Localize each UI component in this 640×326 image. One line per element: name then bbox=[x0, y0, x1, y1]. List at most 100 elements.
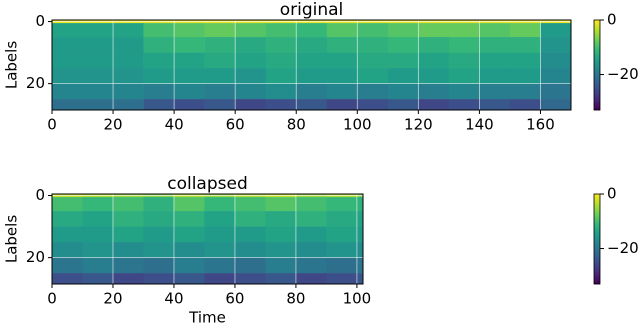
colorbar-band bbox=[594, 20, 600, 22]
heatmap-cell bbox=[295, 257, 327, 274]
colorbar-band bbox=[594, 243, 600, 246]
colorbar-band bbox=[594, 77, 600, 79]
heatmap-cell bbox=[174, 83, 205, 100]
heatmap-cell bbox=[82, 52, 114, 69]
heatmap-cell bbox=[356, 273, 364, 285]
colorbar-band bbox=[594, 249, 600, 252]
heatmap-cell bbox=[326, 242, 358, 258]
heatmap-cell bbox=[112, 242, 144, 258]
colorbar-band bbox=[594, 30, 600, 33]
heatmap-cell bbox=[173, 257, 205, 274]
heatmap-cell bbox=[326, 226, 358, 243]
heatmap-cell bbox=[479, 83, 511, 100]
colorbar-band bbox=[594, 84, 600, 87]
heatmap-cell bbox=[296, 52, 328, 69]
colorbar-band bbox=[594, 218, 600, 220]
heatmap-cell bbox=[82, 257, 114, 274]
heatmap-cell bbox=[113, 68, 144, 84]
heatmap-cell bbox=[448, 37, 480, 53]
heatmap-cell bbox=[112, 226, 144, 243]
colorbar-band bbox=[594, 281, 600, 283]
colorbar-band bbox=[594, 257, 600, 259]
heatmap-cell bbox=[143, 257, 175, 274]
heatmap-cell bbox=[357, 23, 389, 38]
colorbar-band bbox=[594, 51, 600, 54]
colorbar-band bbox=[594, 206, 600, 208]
heatmap-cell bbox=[52, 83, 83, 100]
heatmap-cell bbox=[52, 23, 83, 38]
heatmap-cell bbox=[52, 242, 83, 258]
heatmap-cell bbox=[296, 37, 328, 53]
colorbar-band bbox=[594, 63, 600, 66]
heatmap-cell bbox=[52, 211, 83, 227]
colorbar-band bbox=[594, 204, 600, 207]
x-tick-label: 160 bbox=[526, 116, 555, 134]
heatmap-cell bbox=[296, 23, 328, 38]
heatmap-cell bbox=[143, 99, 175, 111]
heatmap-cell bbox=[296, 68, 328, 84]
colorbar-band bbox=[594, 237, 600, 240]
colorbar-band bbox=[594, 66, 600, 69]
y-tick-label: 20 bbox=[26, 248, 45, 266]
colorbar-band bbox=[594, 81, 600, 84]
colorbar-tick-label: −20 bbox=[607, 65, 639, 83]
heatmap-cell bbox=[265, 242, 297, 258]
heatmap-cell bbox=[113, 37, 144, 53]
heatmap-cell bbox=[540, 68, 572, 84]
heatmap-cell bbox=[509, 99, 541, 111]
colorbar-band bbox=[594, 93, 600, 96]
colorbar-band bbox=[594, 276, 600, 279]
heatmap-cell bbox=[174, 23, 205, 38]
heatmap-cell bbox=[173, 211, 205, 227]
colorbar-band bbox=[594, 203, 600, 205]
colorbar-band bbox=[594, 222, 600, 225]
x-tick-label: 80 bbox=[286, 290, 305, 308]
heatmap-cell bbox=[295, 242, 327, 258]
colorbar-band bbox=[594, 219, 600, 222]
heatmap-cell bbox=[52, 37, 83, 53]
colorbar-band bbox=[594, 57, 600, 60]
colorbar-band bbox=[594, 21, 600, 24]
heatmap-cell bbox=[357, 99, 389, 111]
heatmap-cell bbox=[174, 52, 205, 69]
heatmap-cell bbox=[295, 211, 327, 227]
colorbar-band bbox=[594, 35, 600, 37]
heatmap-cell bbox=[52, 257, 83, 274]
heatmap-cell bbox=[295, 226, 327, 243]
heatmap-cell bbox=[326, 99, 358, 111]
heatmap-cell bbox=[143, 273, 175, 285]
heatmap-cell bbox=[265, 99, 297, 111]
heatmap-cell bbox=[173, 197, 205, 212]
heatmap-cell bbox=[448, 52, 480, 69]
heatmap-cell bbox=[418, 83, 450, 100]
y-axis-label: Labels bbox=[3, 215, 21, 263]
heatmap-cell bbox=[52, 68, 83, 84]
colorbar-frame bbox=[593, 19, 601, 111]
colorbar-band bbox=[594, 83, 600, 85]
heatmap-cell bbox=[204, 273, 236, 285]
heatmap-cell bbox=[296, 83, 328, 100]
heatmap-cell bbox=[387, 83, 419, 100]
heatmap-cell bbox=[82, 23, 114, 38]
heatmap-cell bbox=[265, 273, 297, 285]
colorbar-band bbox=[594, 195, 600, 198]
colorbar-band bbox=[594, 231, 600, 234]
colorbar-band bbox=[594, 78, 600, 81]
colorbar-band bbox=[594, 92, 600, 94]
heatmap-cell bbox=[295, 273, 327, 285]
heatmap-cell bbox=[204, 68, 236, 84]
heatmap-cell bbox=[479, 52, 511, 69]
heatmap-cell bbox=[387, 52, 419, 69]
colorbar-band bbox=[594, 248, 600, 250]
y-tick-label: 0 bbox=[35, 12, 45, 30]
colorbar-band bbox=[594, 200, 600, 202]
heatmap-cell bbox=[112, 273, 144, 285]
colorbar-band bbox=[594, 53, 600, 55]
plot-frame bbox=[51, 19, 572, 111]
colorbar-band bbox=[594, 267, 600, 270]
heatmap-cell bbox=[296, 99, 328, 111]
heatmap-cell bbox=[143, 211, 175, 227]
colorbar-band bbox=[594, 224, 600, 226]
heatmap-cell bbox=[112, 197, 144, 212]
colorbar-band bbox=[594, 264, 600, 267]
